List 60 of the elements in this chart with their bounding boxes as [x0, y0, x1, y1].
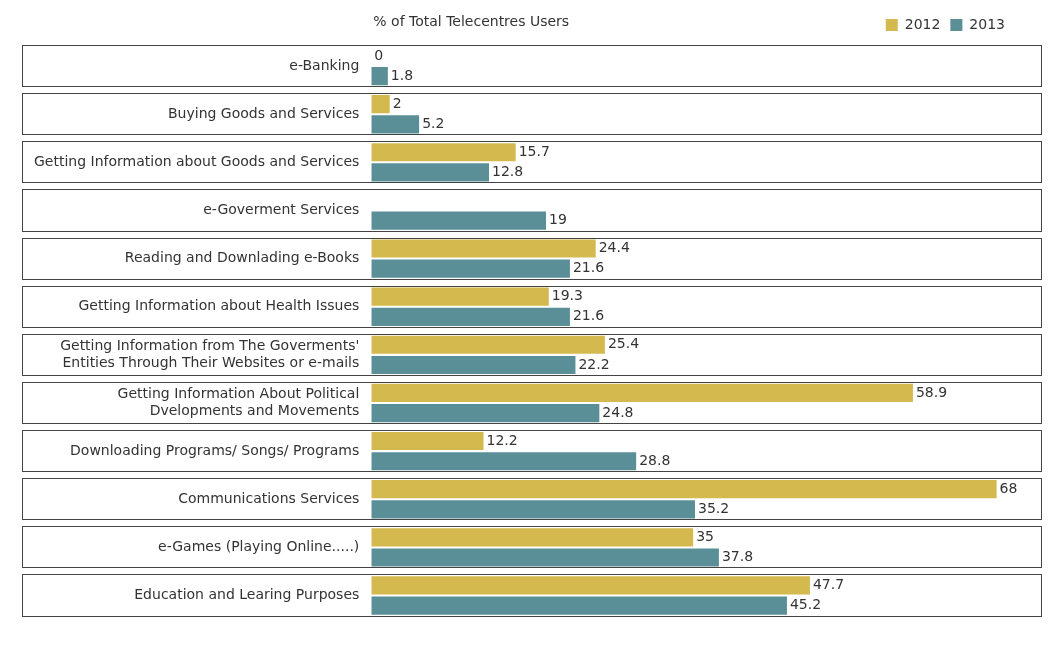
- bar: [371, 431, 484, 451]
- bar: [371, 335, 605, 354]
- data-label: 24.4: [598, 239, 630, 256]
- bar: [371, 404, 600, 423]
- data-label: 58.9: [915, 383, 948, 400]
- data-label: 45.2: [789, 596, 822, 613]
- data-label: 2: [392, 94, 402, 111]
- y-tick-label: Getting Information about Health Issues: [78, 297, 360, 314]
- data-label: 25.4: [607, 335, 640, 352]
- bar: [371, 239, 596, 258]
- data-label: 24.8: [602, 403, 634, 420]
- data-label: 5.2: [422, 114, 445, 131]
- bar: [371, 452, 637, 471]
- bar: [371, 115, 420, 134]
- chart-title: % of Total Telecentres Users: [373, 12, 570, 29]
- bar: [371, 307, 570, 326]
- bar: [371, 163, 490, 182]
- data-label: 37.8: [721, 548, 754, 565]
- legend-label: 2013: [969, 15, 1006, 32]
- data-label: 21.6: [572, 259, 605, 276]
- data-label: 47.7: [812, 576, 845, 593]
- bar: [371, 576, 810, 595]
- bar: [371, 211, 547, 230]
- data-label: 1.8: [390, 66, 414, 83]
- bar: [371, 355, 576, 375]
- data-label: 12.2: [486, 431, 518, 448]
- data-label: 35.2: [697, 500, 730, 517]
- y-tick-label: Getting Information about Goods and Services: [34, 152, 360, 169]
- data-label: 22.2: [578, 355, 610, 372]
- y-tick-label: e-Games (Playing Online.....): [158, 538, 360, 555]
- data-label: 35: [696, 527, 714, 544]
- legend-label: 2012: [904, 15, 941, 32]
- y-tick-label: Buying Goods and Services: [168, 104, 360, 121]
- y-tick-label: e-Banking: [289, 56, 360, 73]
- data-label: 21.6: [572, 307, 605, 324]
- bar: [371, 383, 913, 402]
- y-tick-label: Getting Information from The Goverments' Entities Through Their Websites or e-mails: [60, 337, 360, 370]
- data-label: 19.3: [551, 287, 583, 304]
- bar: [371, 143, 516, 162]
- data-label: 15.7: [518, 142, 550, 159]
- bar: [371, 480, 997, 499]
- y-tick-label: Education and Learing Purposes: [134, 586, 360, 603]
- bar: [371, 500, 695, 519]
- y-tick-label: Communications Services: [178, 489, 360, 506]
- bar: [371, 67, 388, 86]
- y-tick-label: e-Goverment Services: [203, 201, 360, 218]
- bar: [371, 548, 719, 567]
- bar: [371, 95, 390, 114]
- data-label: 68: [999, 479, 1018, 496]
- bar: [371, 259, 570, 278]
- bar: [371, 528, 694, 547]
- data-label: 28.8: [639, 451, 671, 468]
- data-label: 0: [374, 46, 384, 63]
- y-tick-label: Downloading Programs/ Songs/ Programs: [70, 441, 360, 458]
- data-label: 12.8: [492, 163, 524, 180]
- data-label: 19: [549, 211, 567, 228]
- y-tick-label: Getting Information About Political Dvelopments and Movements: [117, 385, 360, 419]
- bar: [371, 596, 787, 615]
- y-tick-label: Reading and Downlading e-Books: [124, 249, 360, 266]
- bar: [371, 287, 549, 306]
